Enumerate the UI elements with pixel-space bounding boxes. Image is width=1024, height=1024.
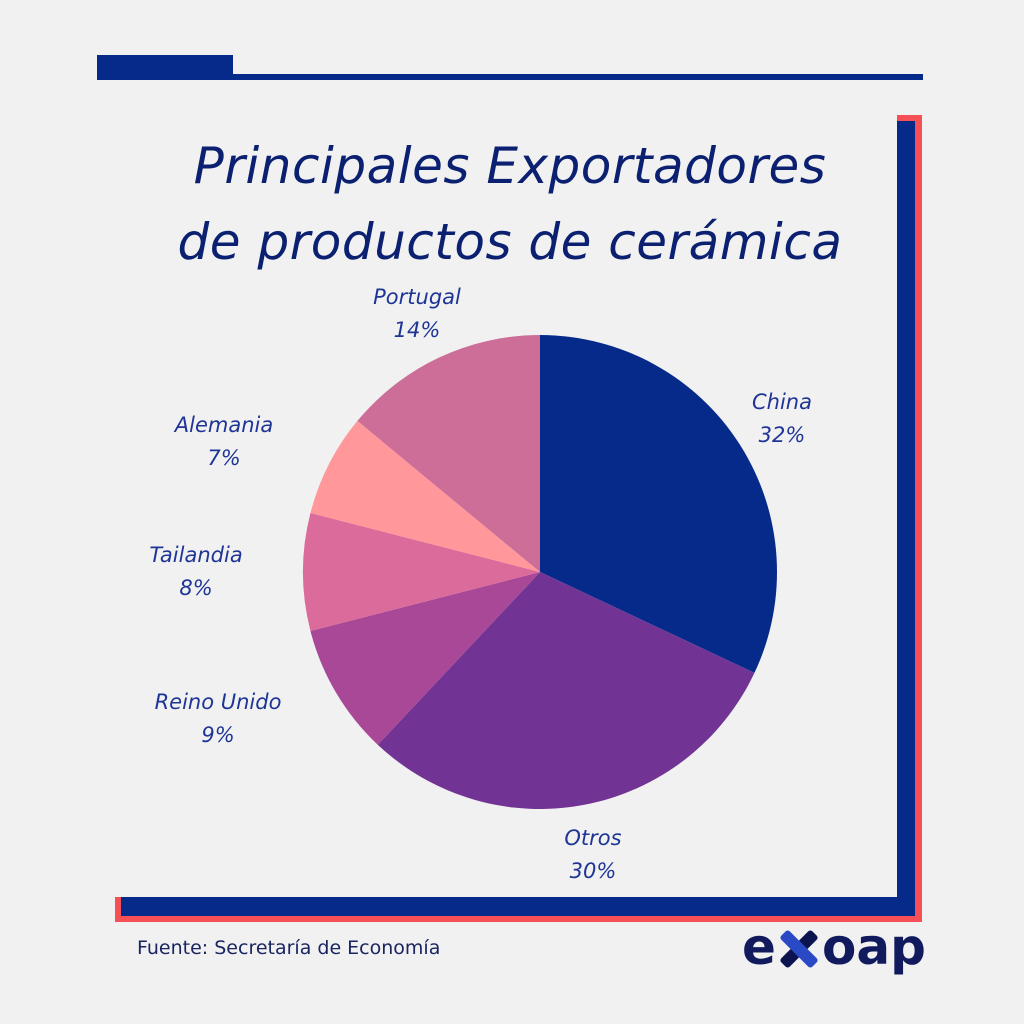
label-reino-unido: Reino Unido 9% (118, 686, 318, 752)
label-otros: Otros 30% (493, 822, 693, 888)
label-reino-unido-value: 9% (201, 723, 235, 747)
label-tailandia-value: 8% (179, 576, 213, 600)
source-note: Fuente: Secretaría de Economía (137, 937, 441, 959)
label-reino-unido-name: Reino Unido (154, 690, 282, 714)
label-portugal-value: 14% (393, 318, 441, 342)
label-china-value: 32% (758, 423, 806, 447)
title-line-2: de productos de cerámica (177, 213, 843, 271)
pie-slice-china (540, 335, 777, 673)
label-otros-name: Otros (564, 826, 622, 850)
pie-slice-otros (377, 572, 755, 809)
label-alemania-name: Alemania (174, 413, 274, 437)
frame-blue-right (897, 121, 915, 916)
label-alemania: Alemania 7% (124, 409, 324, 475)
frame-blue-bottom (121, 897, 915, 916)
pie-slice-reino-unido (310, 572, 540, 745)
pie-slice-alemania (310, 420, 540, 572)
label-otros-value: 30% (569, 859, 617, 883)
chart-title: Principales Exportadores de productos de… (100, 128, 920, 280)
label-portugal-name: Portugal (373, 285, 461, 309)
label-china: China 32% (682, 386, 882, 452)
label-tailandia: Tailandia 8% (96, 539, 296, 605)
pie-slice-portugal (357, 335, 540, 572)
top-rule (97, 74, 923, 80)
label-tailandia-name: Tailandia (149, 543, 243, 567)
label-china-name: China (752, 390, 812, 414)
label-alemania-value: 7% (207, 446, 241, 470)
label-portugal: Portugal 14% (317, 281, 517, 347)
title-line-1: Principales Exportadores (193, 137, 827, 195)
logo-text-start: e (742, 918, 776, 976)
logo-cross-icon (780, 930, 818, 968)
pie-slice-tailandia (303, 513, 540, 631)
logo-text-end: oap (822, 918, 926, 976)
